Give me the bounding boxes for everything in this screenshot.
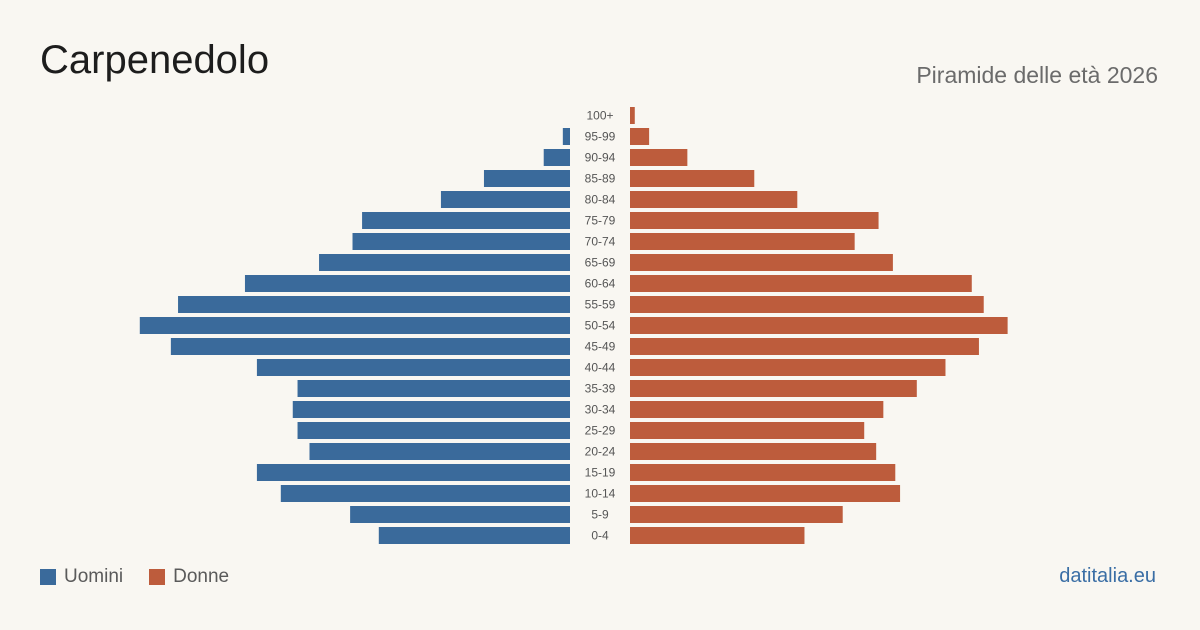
- age-label-85-89: 85-89: [585, 172, 616, 186]
- age-label-90-94: 90-94: [585, 151, 616, 165]
- bar-women-90-94: [630, 149, 688, 166]
- bar-women-80-84: [630, 191, 798, 208]
- bar-women-10-14: [630, 485, 901, 502]
- bar-women-75-79: [630, 212, 879, 229]
- age-label-25-29: 25-29: [585, 424, 616, 438]
- bar-men-20-24: [309, 443, 570, 460]
- bar-women-40-44: [630, 359, 946, 376]
- age-label-45-49: 45-49: [585, 340, 616, 354]
- bar-women-20-24: [630, 443, 877, 460]
- bar-women-65-69: [630, 254, 893, 271]
- bar-men-50-54: [139, 317, 571, 334]
- age-label-35-39: 35-39: [585, 382, 616, 396]
- age-label-50-54: 50-54: [585, 319, 616, 333]
- age-label-20-24: 20-24: [585, 445, 616, 459]
- bar-men-65-69: [319, 254, 570, 271]
- bar-women-85-89: [630, 170, 755, 187]
- bar-women-60-64: [630, 275, 972, 292]
- bar-men-40-44: [256, 359, 570, 376]
- bar-men-85-89: [483, 170, 570, 187]
- legend-swatch-men: [40, 569, 56, 585]
- age-label-10-14: 10-14: [585, 487, 616, 501]
- bar-women-50-54: [630, 317, 1008, 334]
- age-label-70-74: 70-74: [585, 235, 616, 249]
- legend-swatch-women: [149, 569, 166, 585]
- age-label-15-19: 15-19: [585, 466, 616, 480]
- bar-women-45-49: [630, 338, 979, 355]
- age-label-100+: 100+: [586, 109, 613, 123]
- bar-men-35-39: [297, 380, 570, 397]
- bar-women-5-9: [630, 506, 843, 523]
- legend-item-men: Uomini: [40, 566, 123, 588]
- legend-label-women: Donne: [173, 566, 230, 587]
- bar-men-75-79: [362, 212, 570, 229]
- age-label-95-99: 95-99: [585, 130, 616, 144]
- bar-men-15-19: [256, 464, 570, 481]
- age-label-75-79: 75-79: [585, 214, 616, 228]
- age-label-60-64: 60-64: [585, 277, 616, 291]
- bar-men-60-64: [244, 275, 570, 292]
- age-label-40-44: 40-44: [585, 361, 616, 375]
- bar-men-10-14: [280, 485, 570, 502]
- population-pyramid: 100+ 95-99 90-94 85-89 80-84 75-79 70-74 65-69 6…: [139, 107, 1008, 544]
- chart-title: Carpenedolo: [40, 38, 270, 82]
- legend-label-men: Uomini: [64, 566, 124, 587]
- bar-women-15-19: [630, 464, 896, 481]
- bar-men-5-9: [350, 506, 570, 523]
- age-label-55-59: 55-59: [585, 298, 616, 312]
- chart-subtitle: Piramide delle età 2026: [916, 62, 1158, 88]
- age-label-80-84: 80-84: [585, 193, 616, 207]
- bar-men-95-99: [562, 128, 570, 145]
- bar-men-55-59: [178, 296, 571, 313]
- age-label-65-69: 65-69: [585, 256, 616, 270]
- age-label-30-34: 30-34: [585, 403, 616, 417]
- bar-men-0-4: [378, 527, 570, 544]
- bar-men-30-34: [292, 401, 570, 418]
- bar-women-30-34: [630, 401, 884, 418]
- legend: Uomini Donne: [40, 566, 255, 588]
- brand-link[interactable]: datitalia.eu: [1059, 565, 1156, 587]
- age-label-0-4: 0-4: [591, 529, 609, 543]
- legend-item-women: Donne: [149, 566, 229, 588]
- bar-men-70-74: [352, 233, 570, 250]
- bar-men-25-29: [297, 422, 570, 439]
- bar-women-0-4: [630, 527, 805, 544]
- bar-women-55-59: [630, 296, 984, 313]
- bar-women-100+: [630, 107, 635, 124]
- bar-women-70-74: [630, 233, 855, 250]
- bar-women-25-29: [630, 422, 865, 439]
- bar-women-95-99: [630, 128, 650, 145]
- bar-women-35-39: [630, 380, 917, 397]
- bar-men-45-49: [170, 338, 570, 355]
- age-label-5-9: 5-9: [591, 508, 609, 522]
- bar-men-90-94: [543, 149, 570, 166]
- bar-men-80-84: [440, 191, 570, 208]
